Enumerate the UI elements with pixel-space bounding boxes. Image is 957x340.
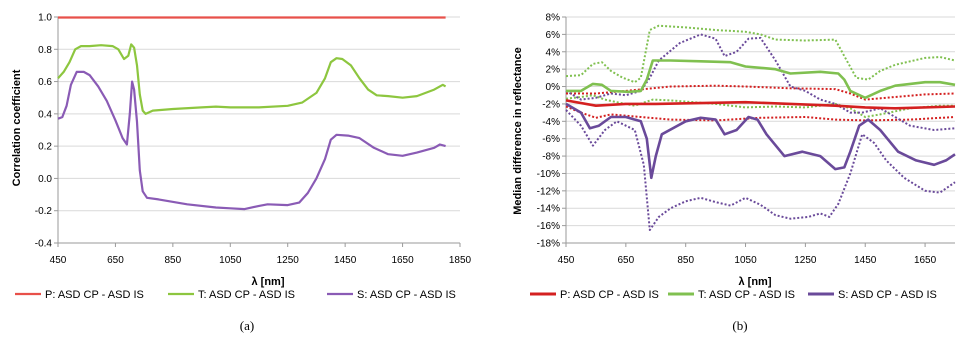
- y-tick-label: 0.0: [38, 174, 52, 185]
- chart-a-legend: P: ASD CP - ASD IS T: ASD CP - ASD IS S: A…: [15, 289, 456, 301]
- series-line-s-asd-cp-asd-is: [57, 70, 446, 211]
- chart-a: 1.0 0.8 0.6 0.4 0.2 0.0 -0.2 -0.4 450 650 850 1050…: [11, 13, 472, 334]
- chart-a-grid: [58, 16, 460, 244]
- legend-label: S: ASD CP - ASD IS: [838, 289, 937, 301]
- chart-a-x-tick-labels: 450 650 850 1050 1250 1450 1650 1850: [50, 255, 472, 266]
- chart-b: 8% 6% 4% 2% 0% -2% -4% -6% -8% -10% -12% -14% -16% -1…: [512, 13, 956, 333]
- chart-b-x-axis-label: λ [nm]: [739, 276, 772, 288]
- y-tick-label: -16%: [537, 221, 560, 232]
- x-tick-label: 1050: [219, 255, 242, 266]
- chart-b-axes: [562, 16, 955, 247]
- y-tick-label: -0.4: [35, 239, 53, 250]
- chart-b-x-tick-labels: 450 650 850 1050 1250 1450 1650: [558, 255, 937, 266]
- x-tick-label: 450: [50, 255, 67, 266]
- y-tick-label: -8%: [542, 152, 560, 163]
- panel-label-a: (a): [240, 318, 254, 333]
- y-tick-label: -12%: [537, 186, 560, 197]
- x-tick-label: 1450: [334, 255, 357, 266]
- legend-label: P: ASD CP - ASD IS: [560, 289, 659, 301]
- series-line-p-asd-cp-asd-is: [565, 99, 956, 110]
- y-tick-label: 6%: [546, 30, 561, 41]
- y-tick-label: 8%: [546, 13, 561, 24]
- legend-label: S: ASD CP - ASD IS: [357, 289, 456, 301]
- legend-label: T: ASD CP - ASD IS: [698, 289, 795, 301]
- x-tick-label: 850: [165, 255, 182, 266]
- series-line-t-asd-cp-asd-is: [57, 43, 447, 115]
- chart-a-axes: [54, 16, 461, 247]
- y-tick-label: 2%: [546, 65, 561, 76]
- legend-label: T: ASD CP - ASD IS: [198, 289, 295, 301]
- y-tick-label: 0.6: [38, 77, 52, 88]
- y-tick-label: 0.4: [38, 109, 52, 120]
- chart-b-legend: P: ASD CP - ASD IS T: ASD CP - ASD IS S: A…: [530, 289, 937, 301]
- chart-a-series: [57, 16, 447, 211]
- legend-label: P: ASD CP - ASD IS: [45, 289, 144, 301]
- x-tick-label: 850: [677, 255, 694, 266]
- series-line-t-upper: [565, 24, 956, 84]
- x-tick-label: 650: [618, 255, 635, 266]
- chart-a-y-tick-labels: 1.0 0.8 0.6 0.4 0.2 0.0 -0.2 -0.4: [35, 13, 53, 250]
- x-tick-label: 1250: [794, 255, 817, 266]
- x-tick-label: 1850: [449, 255, 472, 266]
- chart-b-y-tick-labels: 8% 6% 4% 2% 0% -2% -4% -6% -8% -10% -12% -14% -16% -1…: [537, 13, 560, 250]
- series-line-t-lower: [565, 94, 955, 118]
- y-tick-label: -0.2: [35, 206, 53, 217]
- x-tick-label: 650: [107, 255, 124, 266]
- y-tick-label: -6%: [542, 134, 560, 145]
- chart-b-grid: [566, 16, 955, 244]
- y-tick-label: -2%: [542, 99, 560, 110]
- series-line-s-lower: [565, 109, 956, 231]
- y-tick-label: -10%: [537, 169, 560, 180]
- series-line-p-upper: [566, 84, 956, 101]
- x-tick-label: 1250: [277, 255, 300, 266]
- y-tick-label: -14%: [537, 204, 560, 215]
- x-tick-label: 1650: [391, 255, 414, 266]
- chart-b-series: [565, 24, 956, 231]
- series-line-s-asd-cp-asd-is: [565, 102, 956, 180]
- y-tick-label: 0.2: [38, 142, 52, 153]
- chart-b-y-axis-label: Median difference in reflectance: [512, 47, 524, 215]
- chart-a-y-axis-label: Correlation coefficient: [11, 69, 23, 186]
- x-tick-label: 1650: [914, 255, 937, 266]
- series-line-s-upper: [565, 33, 956, 131]
- chart-a-x-axis-label: λ [nm]: [252, 276, 285, 288]
- x-tick-label: 450: [558, 255, 575, 266]
- y-tick-label: -4%: [542, 117, 560, 128]
- x-tick-label: 1450: [854, 255, 877, 266]
- y-tick-label: -18%: [537, 239, 560, 250]
- y-tick-label: 4%: [546, 47, 561, 58]
- series-line-t-asd-cp-asd-is: [566, 59, 956, 100]
- panel-label-b: (b): [732, 318, 747, 333]
- y-tick-label: 0%: [546, 82, 561, 93]
- y-tick-label: 0.8: [38, 45, 52, 56]
- y-tick-label: 1.0: [38, 13, 52, 24]
- x-tick-label: 1050: [734, 255, 757, 266]
